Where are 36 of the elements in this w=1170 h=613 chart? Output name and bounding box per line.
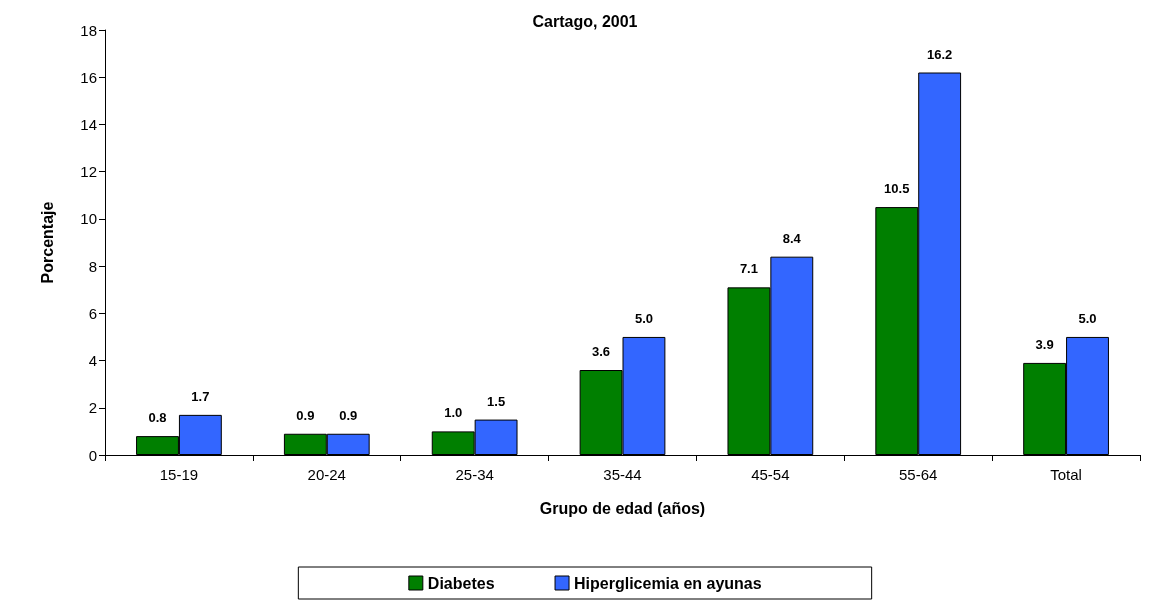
- data-label: 1.0: [444, 405, 463, 421]
- data-label: 3.9: [1035, 336, 1054, 352]
- data-label: 7.1: [739, 261, 758, 277]
- data-label: 0.9: [339, 407, 358, 423]
- y-tick-label: 6: [88, 304, 97, 322]
- data-label: 0.9: [296, 407, 315, 423]
- chart-title: Cartago, 2001: [532, 12, 638, 30]
- y-tick-label: 2: [88, 399, 97, 417]
- y-tick-label: 10: [80, 210, 97, 228]
- data-label: 1.5: [487, 393, 506, 409]
- data-label: 3.6: [592, 344, 611, 359]
- y-tick-label: 16: [80, 68, 97, 86]
- x-tick-label: 55-64: [899, 466, 938, 483]
- legend-label: Diabetes: [427, 574, 495, 592]
- data-label: 8.4: [782, 230, 802, 246]
- data-label: 1.7: [191, 388, 210, 404]
- legend-label: Hiperglicemia en ayunas: [574, 574, 762, 592]
- y-tick-label: 0: [88, 446, 97, 464]
- x-tick-label: Total: [1050, 466, 1082, 483]
- x-tick-label: 45-54: [751, 466, 790, 483]
- y-tick-label: 4: [88, 352, 97, 370]
- y-axis-title: Porcentaje: [38, 201, 56, 284]
- y-tick-label: 14: [80, 115, 97, 133]
- x-tick-label: 35-44: [603, 466, 642, 483]
- y-tick-label: 8: [88, 257, 97, 275]
- x-axis-title: Grupo de edad (años): [539, 499, 706, 517]
- y-tick-label: 18: [80, 21, 97, 39]
- data-label: 10.5: [884, 181, 910, 197]
- data-label: 16.2: [927, 46, 953, 62]
- data-label: 0.8: [148, 410, 167, 426]
- data-label: 5.0: [634, 310, 653, 326]
- y-tick-label: 12: [80, 163, 97, 181]
- data-label: 5.0: [1078, 310, 1097, 326]
- x-tick-label: 20-24: [307, 466, 346, 483]
- x-tick-label: 25-34: [455, 466, 494, 483]
- x-tick-label: 15-19: [159, 466, 199, 483]
